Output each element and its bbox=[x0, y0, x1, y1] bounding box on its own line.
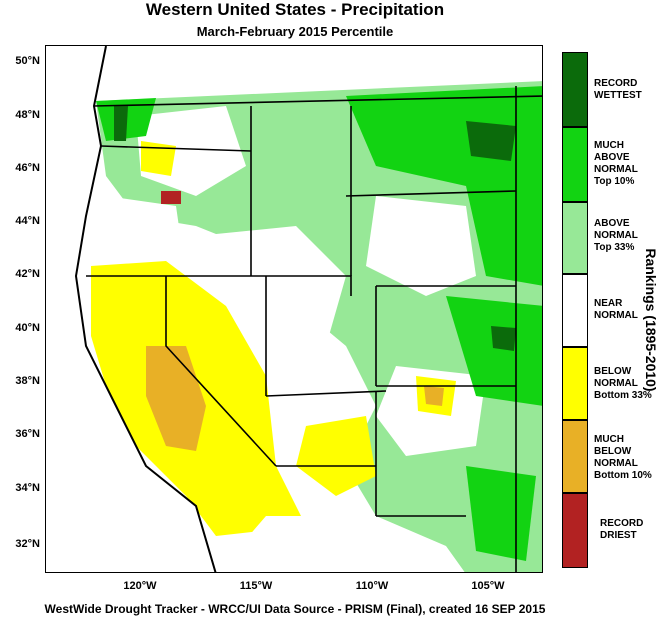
lon-label-105: 105°W bbox=[471, 580, 505, 592]
legend-swatch-near bbox=[562, 274, 588, 347]
legend-swatch-below bbox=[562, 347, 588, 420]
lat-label-34: 34°N bbox=[15, 482, 40, 494]
lat-label-38: 38°N bbox=[15, 375, 40, 387]
legend-label-record-wettest: RECORD WETTEST bbox=[594, 78, 642, 101]
precipitation-map bbox=[45, 45, 543, 573]
coastline bbox=[74, 46, 217, 572]
lat-label-42: 42°N bbox=[15, 268, 40, 280]
lat-label-50: 50°N bbox=[15, 55, 40, 67]
legend-swatch-record-driest bbox=[562, 493, 588, 568]
lat-label-46: 46°N bbox=[15, 162, 40, 174]
mexico-mask bbox=[217, 516, 432, 572]
legend-label-much-above: MUCH ABOVE NORMAL Top 10% bbox=[594, 140, 638, 187]
region-near-east bbox=[366, 196, 476, 296]
region-much-above-colorado bbox=[446, 296, 542, 406]
region-record-wettest-wa bbox=[114, 106, 128, 141]
footer-credit: WestWide Drought Tracker - WRCC/UI Data … bbox=[44, 602, 546, 616]
map-title: Western United States - Precipitation bbox=[145, 0, 445, 19]
lon-label-120: 120°W bbox=[123, 580, 157, 592]
region-record-wettest-co bbox=[491, 326, 516, 351]
region-below-sw bbox=[296, 416, 376, 496]
region-record-driest-oregon bbox=[161, 191, 181, 204]
lat-label-48: 48°N bbox=[15, 109, 40, 121]
legend-label-much-below: MUCH BELOW NORMAL Bottom 10% bbox=[594, 434, 652, 481]
state-boundaries bbox=[86, 86, 542, 572]
lon-label-110: 110°W bbox=[355, 580, 389, 592]
legend-label-near: NEAR NORMAL bbox=[594, 298, 638, 321]
pacific-ocean bbox=[46, 46, 216, 572]
legend-title: Rankings (1895-2010) bbox=[636, 230, 666, 410]
legend-swatch-much-below bbox=[562, 420, 588, 493]
region-much-above-south bbox=[466, 466, 536, 561]
legend-label-above: ABOVE NORMAL Top 33% bbox=[594, 218, 638, 253]
lat-label-36: 36°N bbox=[15, 428, 40, 440]
region-below-oregon bbox=[141, 141, 176, 176]
map-subtitle: March-February 2015 Percentile bbox=[196, 24, 394, 39]
legend-title-text: Rankings (1895-2010) bbox=[643, 248, 659, 392]
lon-label-115: 115°W bbox=[239, 580, 273, 592]
legend-swatch-record-wettest bbox=[562, 52, 588, 127]
region-record-wettest-ne bbox=[466, 121, 516, 161]
legend-label-record-driest: RECORD DRIEST bbox=[600, 518, 644, 541]
map-svg bbox=[46, 46, 542, 572]
region-much-below-nm bbox=[424, 386, 444, 406]
legend-swatch-much-above bbox=[562, 127, 588, 202]
lat-label-44: 44°N bbox=[15, 215, 40, 227]
legend-label-below: BELOW NORMAL Bottom 33% bbox=[594, 366, 652, 401]
lat-label-32: 32°N bbox=[15, 538, 40, 550]
legend-swatch-above bbox=[562, 202, 588, 274]
lat-label-40: 40°N bbox=[15, 322, 40, 334]
